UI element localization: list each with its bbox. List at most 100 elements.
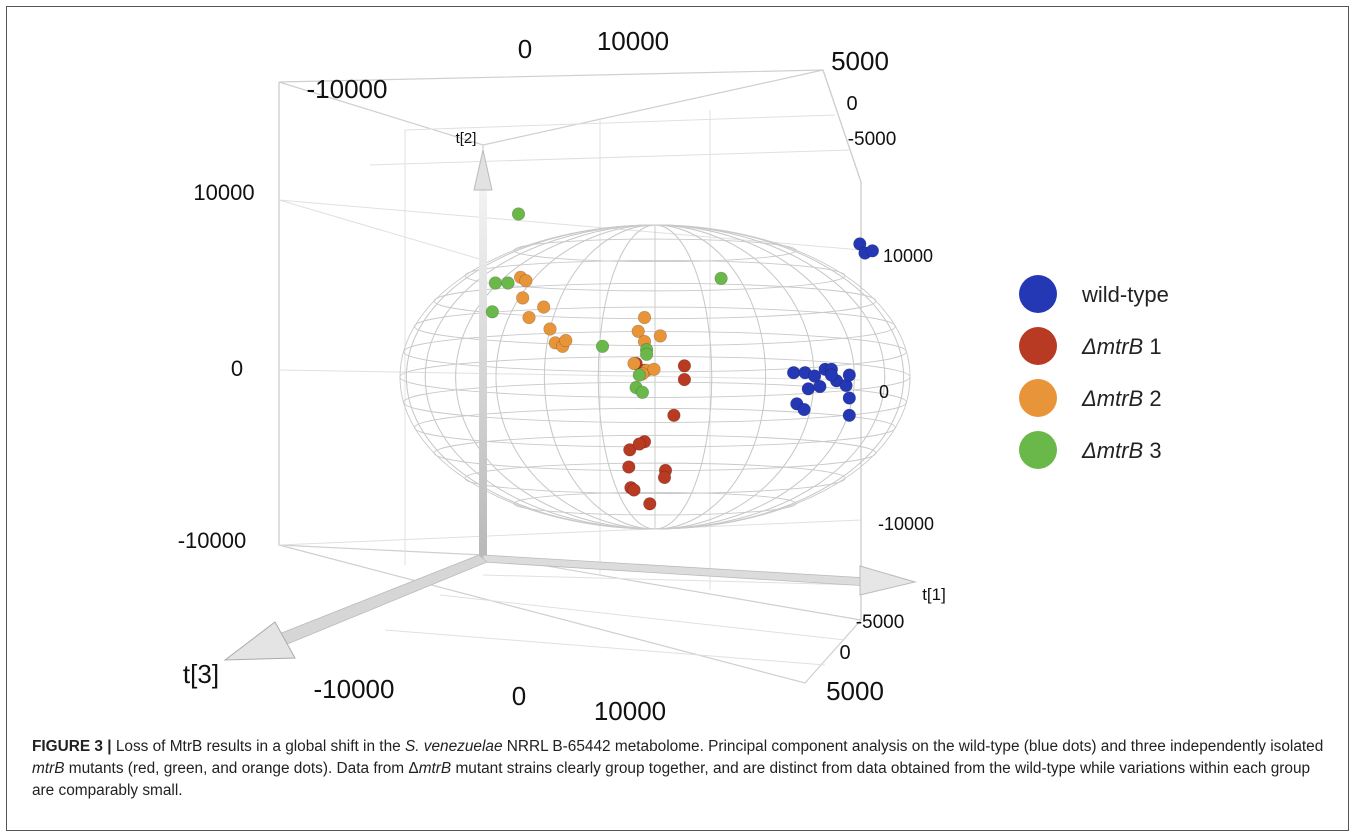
caption-text: NRRL B-65442 metabolome. Principal compo… — [502, 738, 1324, 755]
data-point — [677, 373, 692, 387]
legend-swatch — [1019, 431, 1057, 469]
data-point — [559, 333, 573, 348]
legend-swatch — [1019, 275, 1057, 313]
data-point — [657, 470, 672, 485]
data-point — [786, 366, 801, 380]
confidence-ellipsoid — [399, 224, 911, 530]
data-point — [807, 369, 822, 383]
data-point — [522, 310, 536, 325]
legend-swatch — [1019, 379, 1057, 417]
data-point — [516, 291, 530, 305]
caption-text: mutant strains clearly group together, a… — [32, 760, 1311, 799]
data-point — [637, 310, 652, 325]
data-point — [485, 305, 499, 319]
t3-arrow-icon — [223, 621, 296, 661]
ellipsoid-latitude — [464, 260, 846, 292]
data-point — [622, 460, 636, 474]
data-point — [643, 497, 657, 511]
bottom-t3-tick-label: 0 — [839, 642, 850, 664]
top-x-tick-label: 0 — [518, 34, 532, 64]
bounding-box — [278, 69, 862, 684]
ellipsoid-latitude — [513, 491, 797, 516]
data-point — [714, 271, 728, 286]
legend: wild-type ΔmtrB 1 ΔmtrB 2 ΔmtrB 3 — [1019, 275, 1169, 469]
data-point — [543, 322, 557, 336]
data-point — [627, 483, 641, 497]
legend-label: ΔmtrB 3 — [1081, 438, 1162, 463]
top-t3-tick-label: -5000 — [848, 129, 897, 150]
t1-arrow-icon — [859, 565, 917, 596]
bottom-x-tick-label: -10000 — [314, 674, 395, 704]
data-point — [519, 274, 533, 288]
data-point — [631, 324, 645, 338]
right-t2-tick-label: 0 — [879, 382, 889, 402]
tick-labels: -10000 0 10000 5000 0 -5000 10000 0 -100… — [178, 26, 946, 726]
grid-lines — [278, 110, 862, 666]
caption-delta: Δ — [408, 760, 419, 777]
caption-species: S. venezuelae — [404, 738, 503, 755]
top-x-tick-label: -10000 — [307, 74, 388, 104]
bottom-x-tick-label: 10000 — [594, 696, 666, 726]
t3-axis-line — [278, 554, 488, 646]
axis-arrows — [223, 149, 917, 661]
caption-gene: mtrB — [418, 760, 452, 777]
left-t2-tick-label: -10000 — [178, 528, 247, 553]
data-point — [653, 329, 667, 343]
left-t2-tick-label: 0 — [231, 356, 243, 381]
legend-swatch — [1019, 327, 1057, 365]
data-point — [842, 408, 856, 422]
left-t2-tick-label: 10000 — [193, 180, 254, 205]
data-point — [511, 207, 526, 221]
ellipsoid-latitude — [414, 407, 896, 448]
right-t2-tick-label: 10000 — [883, 246, 933, 266]
ellipsoid-latitude — [513, 238, 797, 263]
ellipsoid-latitude — [433, 282, 877, 320]
t1-axis-label: t[1] — [922, 585, 946, 604]
t1-axis-line — [482, 554, 869, 587]
data-points — [485, 207, 880, 511]
data-point — [623, 443, 637, 457]
legend-label: ΔmtrB 2 — [1081, 386, 1162, 411]
bottom-t3-tick-label: 5000 — [826, 676, 884, 706]
data-point — [639, 347, 654, 361]
data-point — [627, 356, 641, 371]
t2-arrow-icon — [473, 149, 493, 191]
data-point — [488, 276, 503, 290]
right-t2-tick-label: -10000 — [878, 514, 934, 534]
data-point — [865, 244, 880, 258]
t2-axis-line — [479, 180, 487, 560]
legend-label: wild-type — [1081, 282, 1169, 307]
data-point — [813, 379, 827, 394]
data-point — [824, 368, 839, 382]
legend-label: ΔmtrB 1 — [1081, 334, 1162, 359]
pca-3d-scatter-plot: -10000 0 10000 5000 0 -5000 10000 0 -100… — [178, 26, 1169, 726]
data-point — [632, 437, 646, 451]
bottom-t3-tick-label: -5000 — [856, 612, 905, 633]
ellipsoid-latitude — [414, 306, 896, 347]
data-point — [537, 300, 551, 314]
top-t3-tick-label: 0 — [846, 93, 857, 115]
figure-frame — [6, 6, 1349, 831]
data-point — [842, 368, 856, 382]
data-point — [635, 385, 650, 399]
ellipsoid-latitude — [403, 381, 907, 423]
data-point — [797, 402, 811, 417]
data-point — [595, 339, 610, 353]
top-x-tick-label: 10000 — [597, 26, 669, 56]
ellipsoid-meridian — [405, 224, 905, 530]
bottom-x-tick-label: 0 — [512, 681, 526, 711]
top-t3-tick-label: 5000 — [831, 46, 889, 76]
caption-gene: mtrB — [32, 760, 65, 777]
figure-caption: FIGURE 3 | Loss of MtrB results in a glo… — [32, 736, 1332, 802]
ellipsoid-latitude — [399, 356, 911, 398]
caption-text: mutants (red, green, and orange dots). D… — [64, 760, 409, 777]
data-point — [667, 408, 681, 422]
data-point — [501, 276, 515, 290]
t2-axis-label: t[2] — [456, 130, 477, 147]
data-point — [677, 359, 692, 373]
ellipsoid-latitude — [433, 434, 877, 472]
t3-axis-label: t[3] — [183, 659, 219, 689]
data-point — [842, 391, 856, 405]
data-point — [801, 382, 815, 396]
caption-label: FIGURE 3 | — [32, 738, 112, 755]
